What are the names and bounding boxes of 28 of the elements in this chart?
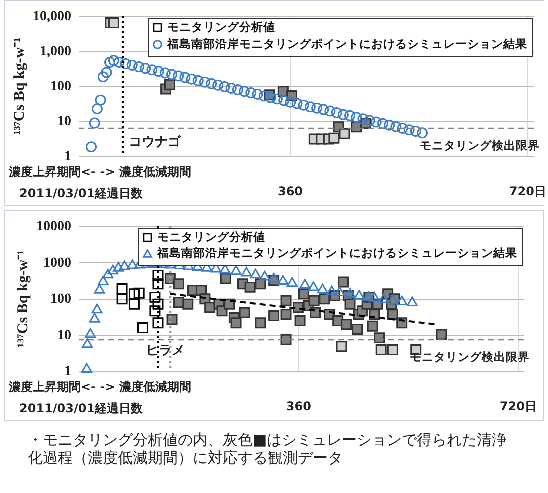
x-tick-label: 360 — [278, 184, 304, 198]
legend-label: 福島南部沿岸モニタリングポイントにおけるシミュレーション結果 — [156, 246, 518, 260]
text: 濃度上昇期間<- -> 濃度低減期間 — [8, 165, 192, 179]
y-tick-label: 10 — [58, 114, 72, 130]
y-axis-title: ¹³⁷Cs Bq kg-w⁻¹ — [16, 250, 32, 348]
text: 濃度上昇期間<- -> 濃度低減期間 — [8, 380, 192, 394]
legend-label: 福島南部沿岸モニタリングポイントにおけるシミュレーション結果 — [166, 36, 528, 51]
y-tick-label: 1 — [64, 150, 72, 164]
annotation: ヒラメ — [146, 344, 185, 359]
y-tick-label: 100 — [50, 80, 72, 94]
y-tick-label: 10000 — [36, 220, 72, 234]
y-tick-label: 1 — [64, 364, 72, 380]
x-tick-label: 360 — [286, 400, 312, 414]
y-tick-label: 100 — [50, 292, 72, 307]
y-tick-label: 1,000 — [40, 44, 72, 60]
legend-label: モニタリング分析値 — [158, 230, 266, 244]
x-tick-label: 720日 — [509, 184, 546, 198]
annotation: コウナゴ — [129, 135, 182, 150]
x-axis-title: 2011/03/01経過日数 — [20, 402, 144, 416]
y-tick-label: 10 — [58, 328, 72, 344]
legend-label: モニタリング分析値 — [168, 20, 276, 34]
y-tick-label: 1000 — [44, 256, 72, 271]
text: ・モニタリング分析値の内、灰色■はシミュレーションで得られた清浄化過程（濃度低減期間）に対応する観測データ — [28, 431, 508, 467]
ref-line-label: モニタリング検出限界 — [420, 138, 540, 153]
x-tick-label: 720日 — [500, 400, 537, 414]
x-axis-title: 2011/03/01経過日数 — [20, 186, 144, 200]
y-tick-label: 10,000 — [33, 10, 72, 24]
y-axis-title: ¹³⁷Cs Bq kg-w⁻¹ — [12, 38, 28, 136]
